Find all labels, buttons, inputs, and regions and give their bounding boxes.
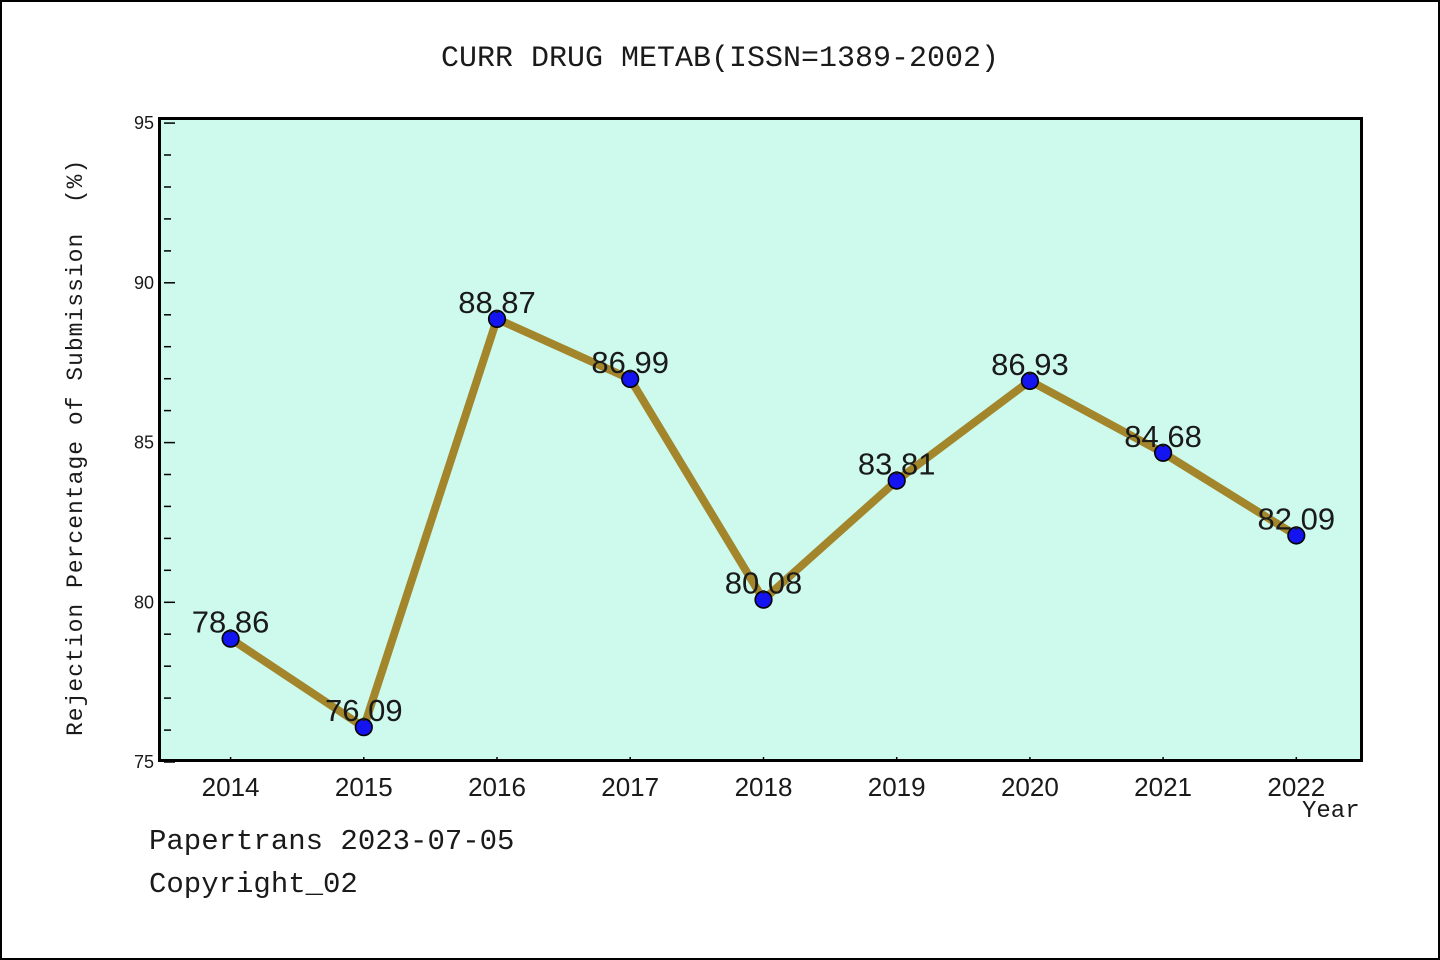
svg-text:84.68: 84.68 [1124, 419, 1202, 454]
svg-text:2014: 2014 [202, 772, 260, 802]
svg-text:2015: 2015 [335, 772, 393, 802]
svg-text:86.93: 86.93 [991, 347, 1069, 382]
svg-text:82.09: 82.09 [1258, 502, 1336, 537]
svg-text:2021: 2021 [1134, 772, 1192, 802]
svg-text:86.99: 86.99 [591, 345, 669, 380]
svg-text:2017: 2017 [601, 772, 659, 802]
svg-text:83.81: 83.81 [858, 447, 936, 482]
svg-text:75: 75 [134, 752, 154, 772]
svg-text:76.09: 76.09 [325, 693, 403, 728]
svg-text:80.08: 80.08 [725, 566, 803, 601]
svg-text:80: 80 [134, 592, 154, 612]
svg-text:85: 85 [134, 433, 154, 453]
svg-text:2016: 2016 [468, 772, 526, 802]
svg-text:2018: 2018 [735, 772, 793, 802]
svg-text:2019: 2019 [868, 772, 926, 802]
svg-text:2020: 2020 [1001, 772, 1059, 802]
svg-text:95: 95 [134, 113, 154, 133]
svg-text:88.87: 88.87 [458, 285, 536, 320]
svg-text:90: 90 [134, 273, 154, 293]
svg-text:78.86: 78.86 [192, 605, 270, 640]
